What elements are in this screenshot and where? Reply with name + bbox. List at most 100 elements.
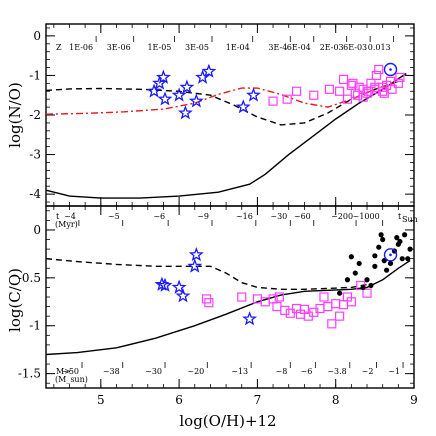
square-point xyxy=(335,86,345,96)
square-point xyxy=(204,298,214,308)
dot-point xyxy=(399,256,405,262)
square-point xyxy=(346,297,356,307)
lifetime-axis-tick-label: ~60 xyxy=(294,212,311,221)
x-tick-label: 5 xyxy=(97,393,105,407)
panel-top: 0-1-2-3-4Z 1E-06 3E-06 1E-05 3E-05 1E-04 3E-4 6… xyxy=(29,23,415,207)
square-point xyxy=(338,300,349,310)
square-point xyxy=(268,96,278,106)
y-tick-label: -3 xyxy=(29,148,41,162)
metallicity-axis-tick-label: 3E-06 xyxy=(107,43,131,52)
lifetime-axis-tick-label: ~9 xyxy=(197,212,209,221)
square-point xyxy=(323,301,333,312)
square-point xyxy=(274,292,284,302)
lifetime-axis-label: t xyxy=(56,212,60,221)
star-point xyxy=(157,277,173,292)
sun-marker-center xyxy=(389,68,392,71)
mass-axis-label: M> xyxy=(56,367,71,376)
y-tick-label: -1 xyxy=(29,68,41,82)
dot-point xyxy=(344,277,351,283)
metallicity-axis-label: Z xyxy=(56,43,62,52)
star-point xyxy=(235,99,251,114)
x-tick-label: 6 xyxy=(175,393,183,407)
y-tick-label: 0 xyxy=(33,29,41,43)
dot-point xyxy=(405,256,411,262)
square-point xyxy=(272,301,282,312)
square-point xyxy=(362,288,372,298)
mass-axis-tick-label: ~8 xyxy=(275,367,287,376)
mass-axis-tick-label: ~30 xyxy=(145,367,162,376)
y-axis-title-top: log(N/O) xyxy=(6,82,24,148)
mass-axis-tick-label: ~2 xyxy=(362,367,374,376)
square-point xyxy=(319,292,329,302)
square-point xyxy=(335,311,345,321)
y-axis-title-bottom: log(C/O) xyxy=(6,268,24,332)
lifetime-axis-unit: (Myr) xyxy=(55,220,78,229)
mass-axis-tick-label: ~6 xyxy=(301,367,313,376)
lifetime-axis-tick-label: ~30 xyxy=(270,212,287,221)
square-point xyxy=(370,82,380,92)
plot-frame xyxy=(45,205,415,389)
star-point xyxy=(171,279,187,294)
square-point xyxy=(374,64,384,75)
lifetime-axis-tick-label: ~16 xyxy=(236,212,253,221)
star-point xyxy=(175,288,191,303)
model-curve-dashed xyxy=(45,258,368,290)
x-tick-label: 9 xyxy=(410,393,418,407)
dot-point xyxy=(407,246,413,252)
mass-axis-tick-label: ~1 xyxy=(388,367,400,376)
square-point xyxy=(282,94,292,104)
lifetime-axis-tick-label: ~5 xyxy=(108,212,120,221)
x-tick-label: 8 xyxy=(332,393,340,407)
metallicity-axis-tick-label: 1E-04 xyxy=(226,43,250,52)
panel-bottom: 5 6 7 8 90-0.5-1-1.5t(Myr)~4 ~5 ~6 ~9 ~16 ~30 ~60 ~… xyxy=(18,205,418,407)
dot-point xyxy=(397,238,403,245)
y-tick-label: -1.5 xyxy=(18,367,41,381)
dot-point xyxy=(352,270,358,276)
metallicity-axis-tick-label: 6E-04 xyxy=(287,43,311,52)
mass-axis-tick-label: ~3.8 xyxy=(327,367,346,376)
square-point xyxy=(338,74,349,84)
square-point xyxy=(280,305,290,316)
model-curve-solid xyxy=(45,72,407,199)
star-point xyxy=(246,87,261,102)
star-point xyxy=(152,75,167,90)
lifetime-axis-tick-label: ~200 xyxy=(331,212,353,221)
sun-marker-center xyxy=(389,253,392,257)
square-point xyxy=(387,84,397,94)
lifetime-axis-tick-label: ~1000 xyxy=(353,212,380,221)
metallicity-axis-tick-label: 2E-03 xyxy=(320,43,344,52)
dot-point xyxy=(387,260,394,267)
star-point xyxy=(146,83,162,98)
metallicity-axis-tick-label: 3E-4 xyxy=(268,43,287,52)
dot-point xyxy=(394,235,400,241)
dot-point xyxy=(368,282,374,289)
mass-axis-tick-label: ~50 xyxy=(62,367,79,376)
mass-axis-tick-label: ~20 xyxy=(187,367,204,376)
square-point xyxy=(371,70,382,81)
lifetime-axis-tick-label: ~4 xyxy=(64,212,76,221)
square-point xyxy=(309,90,319,100)
square-point xyxy=(237,292,247,302)
star-point xyxy=(201,63,217,78)
star-point xyxy=(157,91,173,106)
mass-axis-unit: (M_sun) xyxy=(55,375,88,384)
metallicity-axis-tick-label: 1E-06 xyxy=(69,43,93,52)
dot-point xyxy=(372,263,378,269)
metallicity-axis-tick-label: 0.013 xyxy=(368,43,391,52)
dot-point xyxy=(364,277,370,283)
dot-point xyxy=(402,232,408,238)
square-point xyxy=(395,72,405,83)
x-axis-title: log(O/H)+12 xyxy=(179,412,276,430)
metallicity-axis-tick-label: 6E-03 xyxy=(343,43,367,52)
square-point xyxy=(291,86,302,96)
mass-axis-tick-label: ~38 xyxy=(103,367,120,376)
star-point xyxy=(179,79,195,94)
dot-point xyxy=(356,260,362,267)
sun-marker xyxy=(383,248,398,262)
star-point xyxy=(187,258,203,273)
lifetime-axis-tick-label: ~6 xyxy=(153,212,165,221)
dot-point xyxy=(376,244,382,250)
dot-point xyxy=(348,254,354,260)
square-point xyxy=(342,94,353,104)
